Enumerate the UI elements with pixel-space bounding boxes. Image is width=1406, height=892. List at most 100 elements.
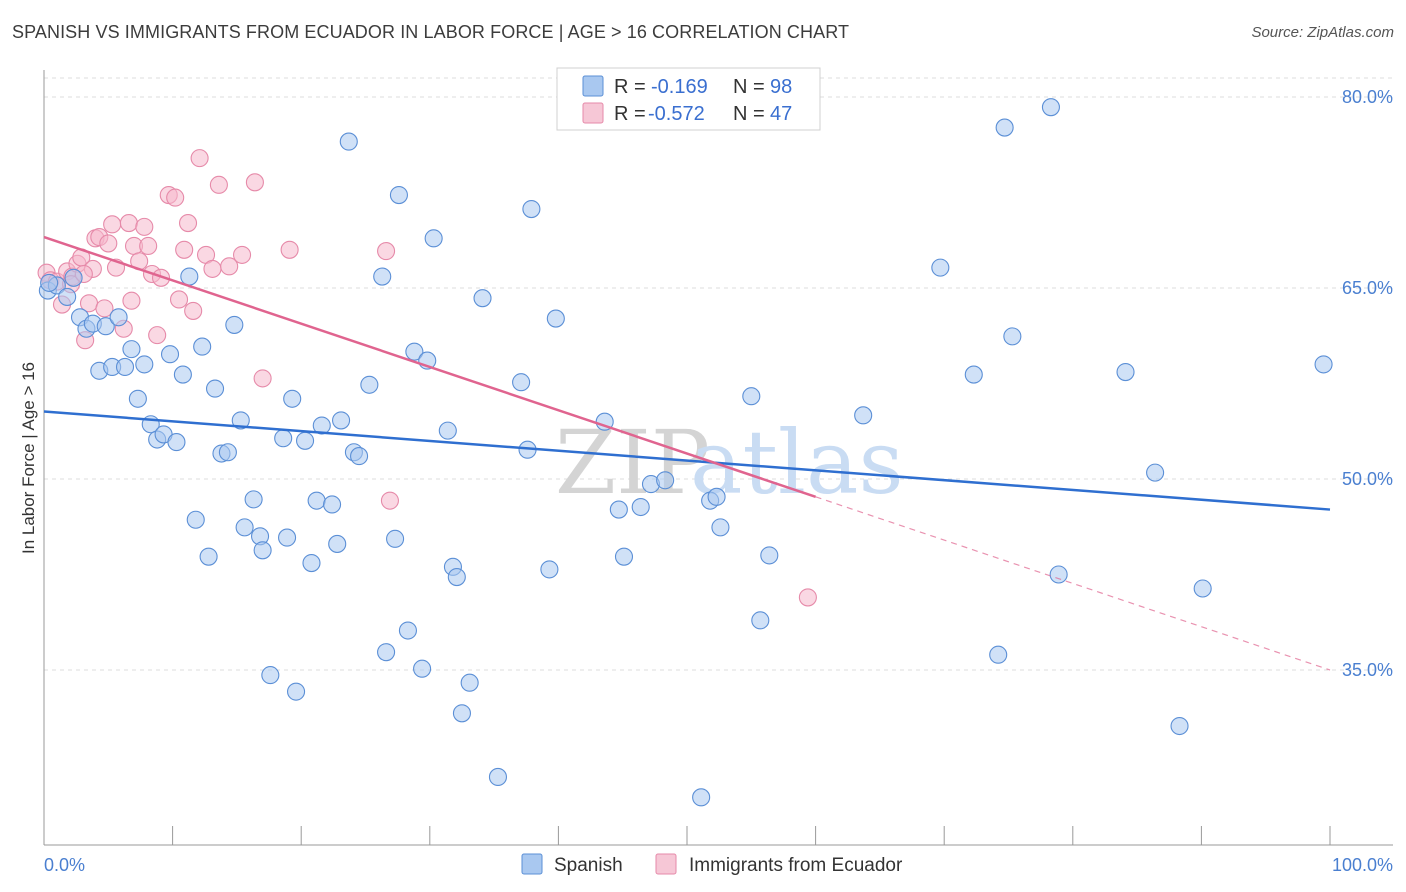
spanish-point-79 xyxy=(707,487,726,506)
spanish-point-74 xyxy=(631,497,650,517)
spanish-point-31 xyxy=(244,490,263,509)
spanish-point-22 xyxy=(186,510,205,529)
ecuador-point-39 xyxy=(245,173,264,192)
spanish-point-43 xyxy=(323,495,342,514)
spanish-point-55 xyxy=(405,342,424,361)
spanish-point-41 xyxy=(307,491,326,510)
spanish-point-38 xyxy=(287,682,306,701)
ecuador-point-43 xyxy=(380,491,399,510)
ecuador-point-23 xyxy=(139,236,158,256)
spanish-point-53 xyxy=(389,185,408,205)
x-ticks xyxy=(172,826,1331,845)
spanish-point-40 xyxy=(302,553,321,573)
spanish-point-42 xyxy=(312,416,331,435)
legend: R = -0.169 N = 98 R = -0.572 N = 47 xyxy=(556,67,821,131)
x-tick-label-100: 100.0% xyxy=(1332,855,1393,875)
spanish-point-85 xyxy=(931,258,950,277)
y-tick-label-50: 50.0% xyxy=(1342,469,1393,489)
chart-source: Source: ZipAtlas.com xyxy=(1251,24,1394,41)
ecuador-point-42 xyxy=(377,242,396,261)
ecuador-point-35 xyxy=(203,259,222,278)
spanish-point-33 xyxy=(253,541,272,560)
ecuador-point-28 xyxy=(166,188,185,207)
ecuador-point-33 xyxy=(190,149,209,168)
spanish-point-59 xyxy=(438,421,457,440)
spanish-point-30 xyxy=(235,518,254,537)
spanish-point-37 xyxy=(283,389,302,408)
y-tick-label-80: 80.0% xyxy=(1342,87,1393,107)
bottom-legend-spanish: Spanish xyxy=(554,855,623,876)
spanish-point-50 xyxy=(373,267,392,286)
spanish-point-94 xyxy=(1170,716,1189,736)
y-tick-label-35: 35.0% xyxy=(1342,660,1393,680)
bottom-legend-swatch-ecuador xyxy=(655,853,677,875)
legend-n-label-1: N = xyxy=(733,76,765,98)
ecuador-point-15 xyxy=(103,215,122,234)
spanish-point-51 xyxy=(377,643,396,662)
spanish-point-14 xyxy=(135,355,154,374)
legend-r-value-1: -0.169 xyxy=(651,76,708,98)
spanish-point-91 xyxy=(1049,565,1068,584)
spanish-point-52 xyxy=(386,529,405,548)
spanish-point-61 xyxy=(447,567,466,587)
spanish-point-93 xyxy=(1146,463,1165,482)
spanish-point-25 xyxy=(205,379,225,398)
ecuador-point-19 xyxy=(122,291,141,310)
spanish-point-70 xyxy=(546,309,565,328)
spanish-point-13 xyxy=(128,389,147,408)
spanish-point-97 xyxy=(40,273,59,292)
ecuador-point-25 xyxy=(148,326,167,345)
spanish-point-76 xyxy=(656,471,675,490)
ecuador-point-41 xyxy=(280,240,299,259)
ecuador-point-26 xyxy=(151,268,171,287)
y-tick-label-65: 65.0% xyxy=(1342,278,1393,298)
spanish-point-68 xyxy=(522,200,541,219)
spanish-point-92 xyxy=(1116,362,1135,382)
spanish-point-63 xyxy=(460,673,479,692)
grid-lines xyxy=(44,77,1393,671)
bottom-legend-swatch-spanish xyxy=(521,853,543,875)
spanish-point-84 xyxy=(854,406,873,425)
spanish-point-58 xyxy=(424,229,443,248)
spanish-point-20 xyxy=(173,365,192,384)
spanish-point-95 xyxy=(1193,579,1212,598)
trend-line-ecuador xyxy=(43,235,816,499)
ecuador-point-36 xyxy=(209,175,228,194)
spanish-point-39 xyxy=(296,431,315,450)
series-ecuador-points xyxy=(37,149,817,607)
spanish-point-28 xyxy=(225,315,244,334)
spanish-point-11 xyxy=(115,357,135,376)
spanish-point-80 xyxy=(711,518,730,537)
spanish-point-23 xyxy=(193,337,212,356)
bottom-legend-ecuador: Immigrants from Ecuador xyxy=(689,855,903,876)
legend-r-label-2: R = xyxy=(614,103,646,125)
spanish-point-54 xyxy=(398,621,417,640)
spanish-point-19 xyxy=(167,433,186,452)
legend-r-value-2: -0.572 xyxy=(648,103,705,125)
spanish-point-64 xyxy=(473,289,492,308)
trend-line-spanish xyxy=(43,410,1331,511)
spanish-point-86 xyxy=(964,365,983,384)
spanish-point-89 xyxy=(1003,327,1022,346)
spanish-point-44 xyxy=(328,534,347,553)
spanish-point-36 xyxy=(278,528,297,547)
trend-line-ecuador-extension xyxy=(815,496,1331,671)
bottom-legend: Spanish Immigrants from Ecuador xyxy=(521,853,903,876)
legend-n-value-1: 98 xyxy=(770,76,792,98)
y-tick-labels: 35.0% 50.0% 65.0% 80.0% xyxy=(1342,87,1393,680)
spanish-point-10 xyxy=(109,308,128,327)
spanish-point-27 xyxy=(218,443,237,462)
spanish-point-12 xyxy=(122,340,141,359)
spanish-point-73 xyxy=(614,547,634,566)
spanish-point-72 xyxy=(609,500,628,519)
ecuador-point-18 xyxy=(119,214,138,233)
ecuador-point-30 xyxy=(175,240,194,259)
legend-r-label-1: R = xyxy=(614,76,646,98)
ecuador-point-38 xyxy=(232,245,252,264)
ecuador-point-32 xyxy=(184,301,203,320)
chart-title: SPANISH VS IMMIGRANTS FROM ECUADOR IN LA… xyxy=(12,22,850,42)
spanish-point-66 xyxy=(512,373,531,392)
watermark-zip: ZIP xyxy=(555,411,710,514)
spanish-point-35 xyxy=(274,429,293,448)
